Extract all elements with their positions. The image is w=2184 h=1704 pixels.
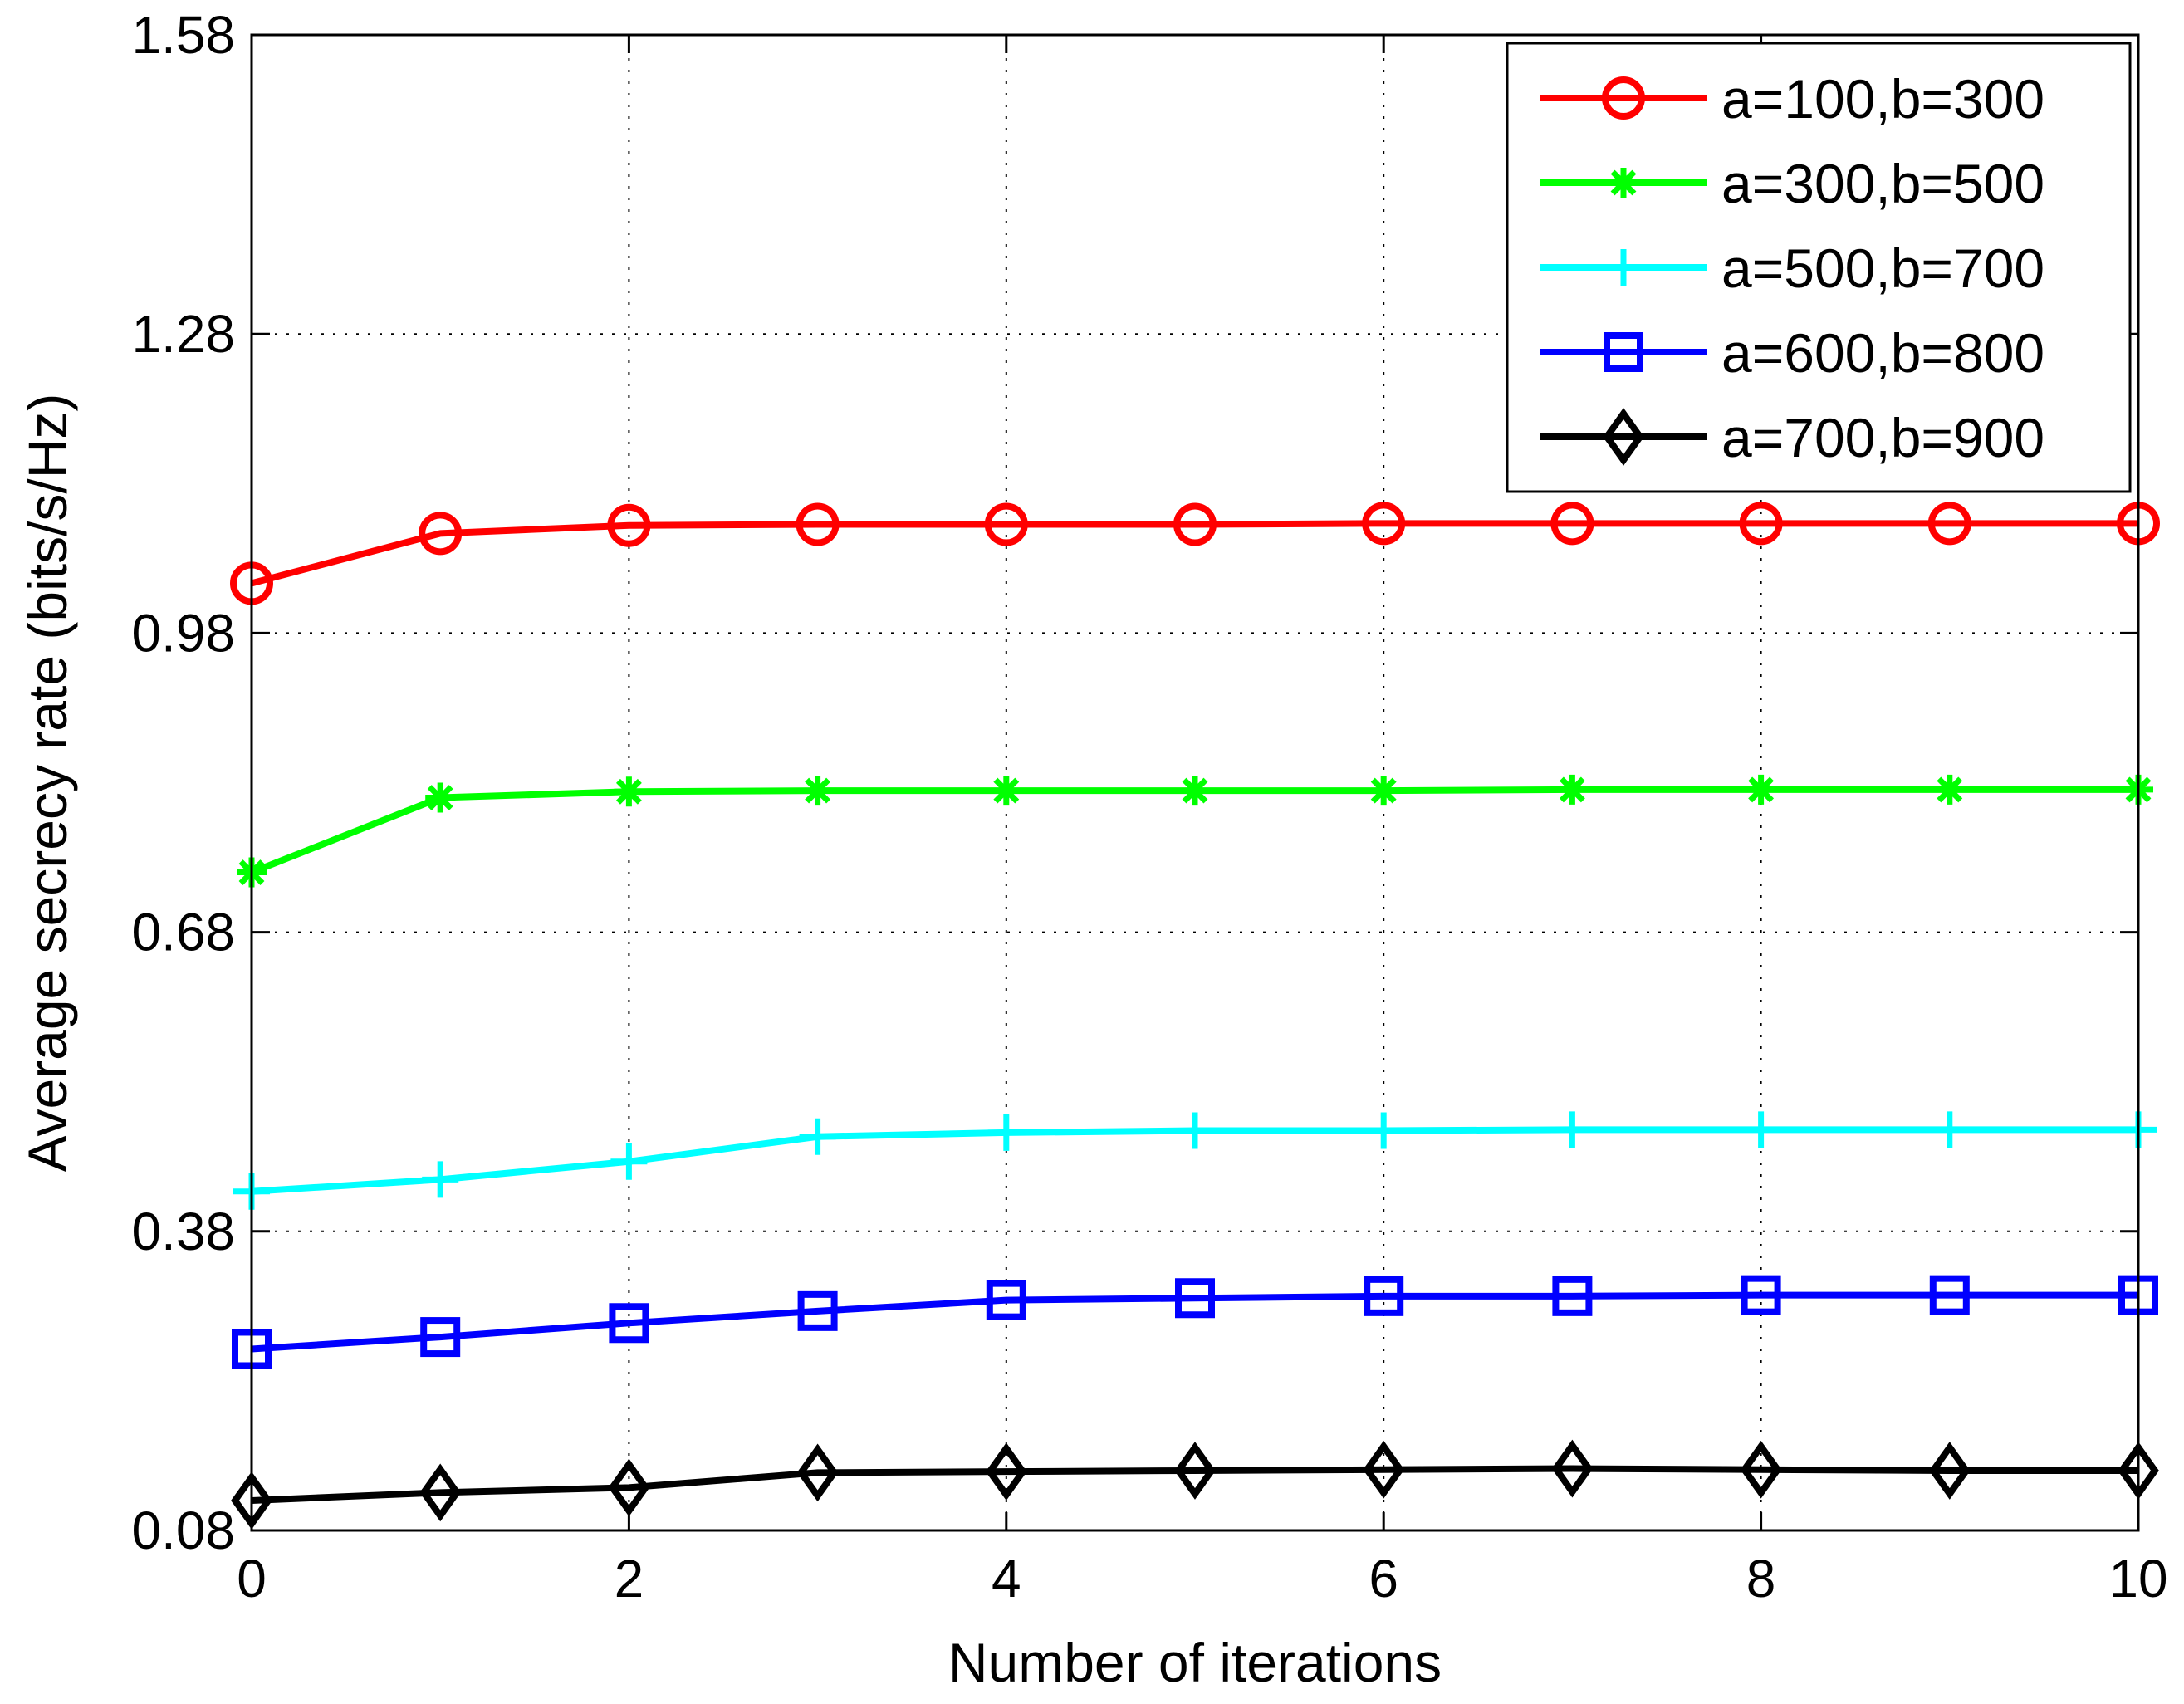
legend-item: a=700,b=900	[1540, 407, 2044, 468]
data-point	[1174, 1442, 1216, 1500]
y-tick-label: 1.58	[131, 5, 235, 65]
y-tick-label: 0.68	[131, 903, 235, 962]
data-point	[1929, 1275, 1970, 1315]
legend-swatch-marker	[1609, 168, 1638, 198]
y-tick-label: 0.08	[131, 1501, 235, 1560]
x-tick-label: 0	[237, 1549, 267, 1609]
series-line	[251, 1291, 2138, 1353]
legend-item: a=600,b=800	[1540, 322, 2044, 384]
legend-item: a=300,b=500	[1540, 153, 2044, 214]
data-point	[1740, 1440, 1782, 1499]
legend-item: a=500,b=700	[1540, 237, 2044, 299]
data-point	[799, 1118, 836, 1155]
series-line	[251, 1465, 2138, 1504]
data-point	[1927, 502, 1971, 546]
data-point	[1550, 502, 1594, 546]
axis-ticks: 0 2 4 6 8 10 0.08 0.38 0.68 0.98 1.28 1.58	[131, 5, 2167, 1609]
data-point	[419, 1463, 462, 1522]
data-point	[987, 1114, 1025, 1151]
data-point	[985, 1442, 1027, 1501]
data-point	[607, 503, 651, 547]
data-point	[802, 776, 833, 806]
legend-label: a=700,b=900	[1721, 407, 2044, 468]
legend-swatch-marker	[1604, 332, 1643, 372]
data-point	[1365, 1112, 1403, 1149]
data-point	[1554, 1111, 1591, 1148]
series-0	[230, 502, 2160, 605]
y-tick-label: 1.28	[131, 304, 235, 364]
legend-label: a=300,b=500	[1721, 153, 2044, 214]
series-4	[231, 1439, 2159, 1530]
data-point	[1742, 1111, 1780, 1148]
data-point	[1175, 1278, 1215, 1319]
data-point	[425, 782, 456, 813]
data-point	[1177, 1112, 1213, 1149]
data-point	[1363, 1440, 1405, 1499]
legend-swatch-marker	[1602, 76, 1645, 120]
data-point	[796, 502, 840, 546]
x-axis-title: Number of iterations	[948, 1632, 1442, 1693]
data-point	[1931, 1111, 1968, 1148]
legend: a=100,b=300 a=300,b=500 a=500,b=700 a=600,b…	[1506, 42, 2132, 493]
data-point	[984, 502, 1028, 546]
data-point	[1746, 774, 1776, 805]
data-point	[991, 776, 1021, 806]
data-point	[614, 776, 644, 807]
legend-swatch-marker	[1605, 249, 1642, 286]
data-point	[1557, 774, 1588, 805]
legend-label: a=100,b=300	[1721, 68, 2044, 130]
x-tick-label: 6	[1369, 1549, 1398, 1609]
data-point	[1739, 502, 1783, 546]
x-tick-label: 2	[615, 1549, 644, 1609]
x-tick-label: 10	[2108, 1549, 2167, 1609]
data-point	[1362, 502, 1406, 546]
plot-frame	[250, 33, 2140, 1532]
data-point	[422, 1161, 459, 1198]
legend-label: a=600,b=800	[1721, 322, 2044, 384]
data-point	[1741, 1275, 1781, 1315]
data-point	[1369, 776, 1399, 806]
data-point	[1173, 502, 1217, 546]
y-tick-label: 0.98	[131, 603, 235, 663]
x-tick-label: 8	[1746, 1549, 1776, 1609]
series-group	[230, 502, 2160, 1530]
data-point	[986, 1280, 1026, 1320]
y-axis-title: Average secrecy rate (bits/s/Hz)	[17, 394, 78, 1173]
data-point	[608, 1458, 650, 1517]
data-point	[419, 512, 463, 556]
y-tick-label: 0.38	[131, 1202, 235, 1261]
data-point	[1552, 1276, 1593, 1316]
data-point	[1180, 776, 1210, 806]
data-point	[1551, 1439, 1594, 1498]
data-point	[1364, 1276, 1404, 1316]
data-point	[420, 1317, 461, 1358]
data-point	[796, 1443, 839, 1502]
data-point	[609, 1303, 649, 1344]
series-line	[250, 520, 2138, 587]
legend-item: a=100,b=300	[1540, 68, 2044, 130]
data-point	[610, 1143, 648, 1180]
data-point	[1928, 1442, 1971, 1500]
legend-swatch-marker	[1603, 408, 1644, 466]
data-point	[797, 1290, 838, 1331]
legend-label: a=500,b=700	[1721, 237, 2044, 299]
x-tick-label: 4	[992, 1549, 1021, 1609]
data-point	[1934, 774, 1965, 805]
